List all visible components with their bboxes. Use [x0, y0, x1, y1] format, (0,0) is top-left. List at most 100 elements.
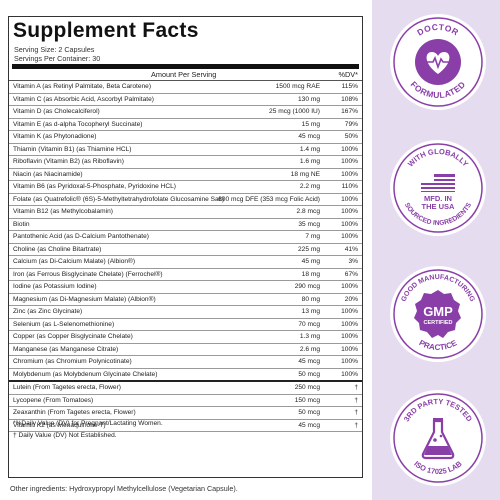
nutrient-name: Magnesium (as Di-Magnesium Malate) (Albi…	[13, 295, 156, 303]
nutrient-name: Chromium (as Chromium Polynicotinate)	[13, 358, 132, 365]
doctor-formulated-badge: DOCTOR FORMULATED	[390, 14, 486, 110]
nutrient-name: Copper (as Copper Bisglycinate Chelate)	[13, 333, 133, 340]
nutrient-amount: 45 mcg	[298, 358, 320, 365]
table-row: Riboflavin (Vitamin B2) (as Riboflavin) 1…	[9, 156, 362, 169]
nutrient-dv: †	[354, 421, 358, 429]
nutrient-dv: 100%	[341, 320, 358, 328]
heart-icon	[426, 52, 450, 74]
table-row: Vitamin C (as Absorbic Acid, Ascorbyl Pa…	[9, 94, 362, 106]
nutrient-name: Thiamin (Vitamin B1) (as Thiamine HCL)	[13, 145, 132, 153]
nutrient-amount: 13 mg	[301, 308, 320, 315]
nutrient-dv: 110%	[341, 183, 358, 190]
nutrient-name: Molybdenum (as Molybdenum Glycinate Chel…	[13, 370, 158, 378]
nutrient-name: Choline (as Choline Bitartrate)	[13, 245, 102, 253]
nutrient-dv: 41%	[344, 245, 358, 253]
footnote-dagger: † Daily Value (DV) Not Established.	[13, 432, 117, 439]
thick-divider	[12, 64, 359, 69]
table-row: Selenium (as L-Selenomethionine) 70 mcg 10…	[9, 319, 362, 331]
serving-size: Serving Size: 2 Capsules	[14, 45, 95, 54]
nutrient-amount: 1500 mcg RAE	[275, 83, 320, 90]
nutrient-name: Vitamin K (as Phytonadione)	[13, 133, 97, 140]
nutrient-name: Zeaxanthin (From Tagetes erecta, Flower)	[13, 409, 136, 416]
table-row: Pantothenic Acid (as D-Calcium Pantothen…	[9, 231, 362, 244]
svg-text:PRACTICE: PRACTICE	[418, 338, 459, 352]
nutrient-table: Vitamin A (as Retinyl Palmitate, Beta Ca…	[9, 81, 362, 432]
nutrient-amount: 25 mcg (1000 IU)	[269, 108, 320, 115]
nutrient-amount: 2.6 mg	[299, 345, 320, 353]
nutrient-amount: 50 mcg	[298, 370, 320, 378]
nutrient-dv: †	[354, 396, 358, 404]
table-row: Vitamin K2 (as Menaquinone-7) 45 mcg †	[9, 420, 362, 432]
table-row: Chromium (as Chromium Polynicotinate) 45 …	[9, 356, 362, 369]
gmp-badge: GMP CERTIFIED GOOD MANUFACTURING PRACTIC…	[390, 266, 486, 362]
nutrient-name: Iodine (as Potassium Iodine)	[13, 283, 97, 290]
nutrient-name: Iron (as Ferrous Bisglycinate Chelate) (…	[13, 270, 163, 278]
table-row: Vitamin B12 (as Methylcobalamin) 2.8 mcg 1…	[9, 206, 362, 219]
table-row: Vitamin K (as Phytonadione) 45 mcg 50%	[9, 131, 362, 144]
nutrient-dv: 100%	[341, 195, 358, 203]
nutrient-amount: 1.6 mg	[299, 158, 320, 165]
heartbeat-icon	[426, 55, 450, 70]
table-row: Calcium (as Di-Calcium Malate) (Albion®)…	[9, 256, 362, 269]
nutrient-dv: 100%	[341, 370, 358, 378]
certified-text: CERTIFIED	[423, 320, 452, 326]
nutrient-name: Vitamin B12 (as Methylcobalamin)	[13, 208, 113, 215]
table-row: Biotin 35 mcg 100%	[9, 219, 362, 231]
other-ingredients: Other ingredients: Hydroxypropyl Methylc…	[10, 484, 238, 493]
gmp-text: GMP	[423, 304, 453, 319]
nutrient-amount: 45 mcg	[298, 421, 320, 429]
nutrient-amount: 15 mg	[301, 120, 320, 128]
nutrient-amount: 2.8 mcg	[296, 208, 320, 215]
nutrient-amount: 70 mcg	[298, 320, 320, 328]
practice-text: PRACTICE	[418, 338, 459, 352]
nutrient-amount: 290 mcg	[294, 283, 320, 290]
third-party-tested-badge: 3RD PARTY TESTED ISO 17025 LAB	[390, 390, 486, 486]
table-row: Vitamin A (as Retinyl Palmitate, Beta Ca…	[9, 81, 362, 94]
nutrient-dv: 50%	[344, 133, 358, 140]
globally-sourced-badge: MFD. IN THE USA WITH GLOBALLY SOURCED IN…	[390, 140, 486, 236]
nutrient-amount: 2.2 mg	[299, 183, 320, 190]
table-row: Vitamin B6 (as Pyridoxal-5-Phosphate, Py…	[9, 181, 362, 194]
nutrient-name: Zinc (as Zinc Glycinate)	[13, 308, 83, 315]
nutrient-amount: 45 mcg	[298, 133, 320, 140]
nutrient-amount: 18 mg	[301, 270, 320, 278]
table-row: Magnesium (as Di-Magnesium Malate) (Albi…	[9, 294, 362, 306]
footnote-dv: *%Daily Value (DV) for Pregnant/Lactatin…	[13, 420, 163, 427]
nutrient-dv: 3%	[348, 258, 358, 265]
nutrient-dv: †	[354, 384, 358, 391]
supplement-facts-title: Supplement Facts	[13, 19, 199, 42]
nutrient-name: Pantothenic Acid (as D-Calcium Pantothen…	[13, 233, 149, 240]
seal-icon	[414, 290, 461, 338]
nutrient-amount: 50 mcg	[298, 409, 320, 416]
nutrient-dv: 167%	[341, 108, 358, 115]
svg-text:DOCTOR: DOCTOR	[415, 22, 460, 38]
table-row: Vitamin E (as d-alpha Tocopheryl Succina…	[9, 119, 362, 131]
table-row: Copper (as Copper Bisglycinate Chelate) 1…	[9, 331, 362, 344]
dv-header: %DV*	[338, 70, 358, 79]
nutrient-name: Vitamin A (as Retinyl Palmitate, Beta Ca…	[13, 83, 152, 90]
nutrient-name: Biotin	[13, 220, 30, 228]
nutrient-amount: 18 mg NE	[290, 170, 320, 178]
table-row: Iron (as Ferrous Bisglycinate Chelate) (…	[9, 269, 362, 281]
nutrient-amount: 80 mg	[301, 295, 320, 303]
nutrient-name: Lutein (From Tagetes erecta, Flower)	[13, 384, 121, 391]
table-row: Niacin (as Niacinamide) 18 mg NE 100%	[9, 169, 362, 181]
nutrient-name: Selenium (as L-Selenomethionine)	[13, 320, 115, 328]
nutrient-dv: 67%	[344, 270, 358, 278]
nutrient-name: Vitamin K2 (as Menaquinone-7)	[13, 421, 106, 429]
nutrient-dv: 100%	[341, 283, 358, 290]
table-row: Thiamin (Vitamin B1) (as Thiamine HCL) 1.…	[9, 144, 362, 156]
nutrient-dv: 100%	[341, 145, 358, 153]
nutrient-name: Riboflavin (Vitamin B2) (as Riboflavin)	[13, 158, 124, 165]
table-row: Zinc (as Zinc Glycinate) 13 mg 100%	[9, 306, 362, 319]
nutrient-amount: 150 mcg	[294, 396, 320, 404]
servings-per-container: Servings Per Container: 30	[14, 54, 101, 63]
nutrient-dv: 100%	[341, 233, 358, 240]
nutrient-name: Niacin (as Niacinamide)	[13, 170, 83, 178]
nutrient-amount: 35 mcg	[298, 220, 320, 228]
nutrient-dv: 100%	[341, 308, 358, 315]
table-row: Vitamin D (as Cholecalciferol) 25 mcg (10…	[9, 106, 362, 119]
table-row: Manganese (as Manganese Citrate) 2.6 mg 10…	[9, 344, 362, 356]
table-row: Iodine (as Potassium Iodine) 290 mcg 100%	[9, 281, 362, 294]
nutrient-dv: 79%	[344, 120, 358, 128]
